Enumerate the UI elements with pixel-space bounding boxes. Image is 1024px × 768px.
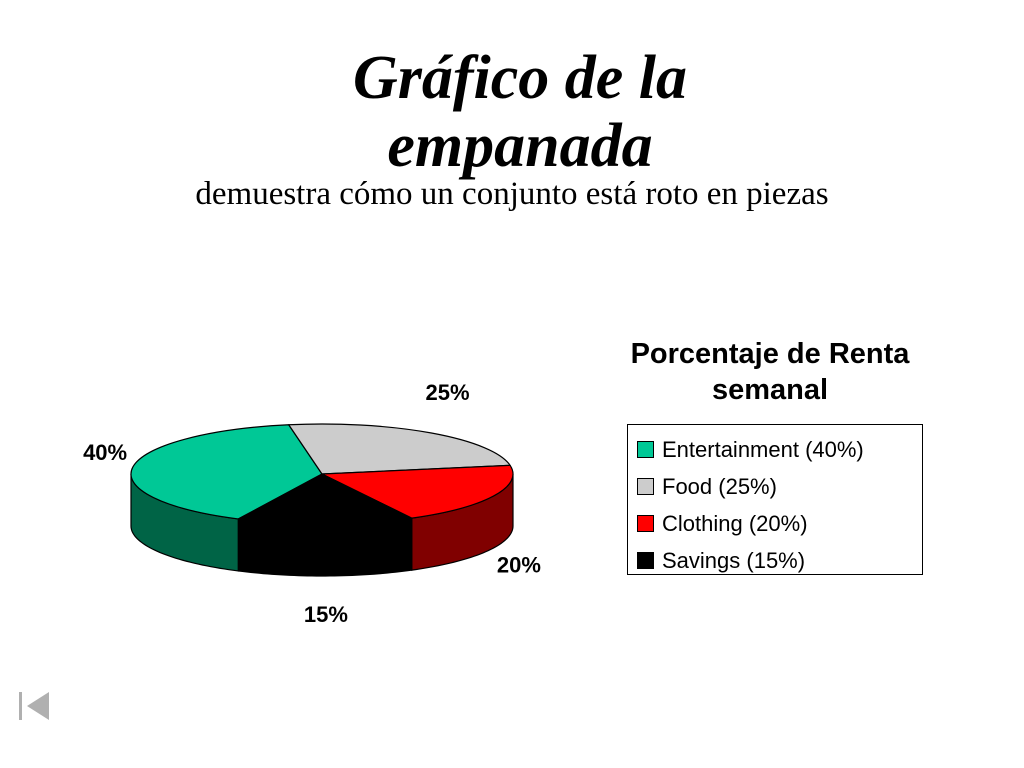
legend-item-clothing: Clothing (20%) xyxy=(628,505,922,542)
legend-swatch xyxy=(637,478,654,495)
pie-label-food: 25% xyxy=(425,380,469,405)
slide-subtitle: demuestra cómo un conjunto está roto en … xyxy=(195,176,829,212)
pie-slice-food xyxy=(288,423,511,475)
legend-label: Food (25%) xyxy=(662,473,777,499)
pie-slice-entertainment xyxy=(130,424,323,520)
pie-labels: 40% 25% 20% 15% xyxy=(83,380,541,627)
legend-swatch xyxy=(637,552,654,569)
legend-swatch xyxy=(637,515,654,532)
legend-item-food: Food (25%) xyxy=(628,468,922,505)
pie-label-clothing: 20% xyxy=(497,553,541,578)
legend-swatch xyxy=(637,441,654,458)
pie-label-entertainment: 40% xyxy=(83,440,127,465)
chart-legend: Entertainment (40%) Food (25%) Clothing … xyxy=(627,424,923,575)
pie-side-savings xyxy=(237,517,413,577)
legend-label: Entertainment (40%) xyxy=(662,436,864,462)
legend-label: Clothing (20%) xyxy=(662,510,808,536)
chart-title: Porcentaje de Renta semanal xyxy=(630,338,910,406)
pie-label-savings: 15% xyxy=(304,602,348,627)
pie-slice-clothing xyxy=(321,464,514,519)
slide-title: Gráfico de la empanada xyxy=(352,44,688,180)
legend-label: Savings (15%) xyxy=(662,547,806,573)
legend-item-savings: Savings (15%) xyxy=(628,542,922,579)
legend-item-entertainment: Entertainment (40%) xyxy=(628,431,922,468)
pie-top xyxy=(130,423,514,525)
pie-sides xyxy=(130,473,514,577)
pie-slice-savings xyxy=(237,473,413,525)
first-slide-icon[interactable] xyxy=(18,690,52,724)
